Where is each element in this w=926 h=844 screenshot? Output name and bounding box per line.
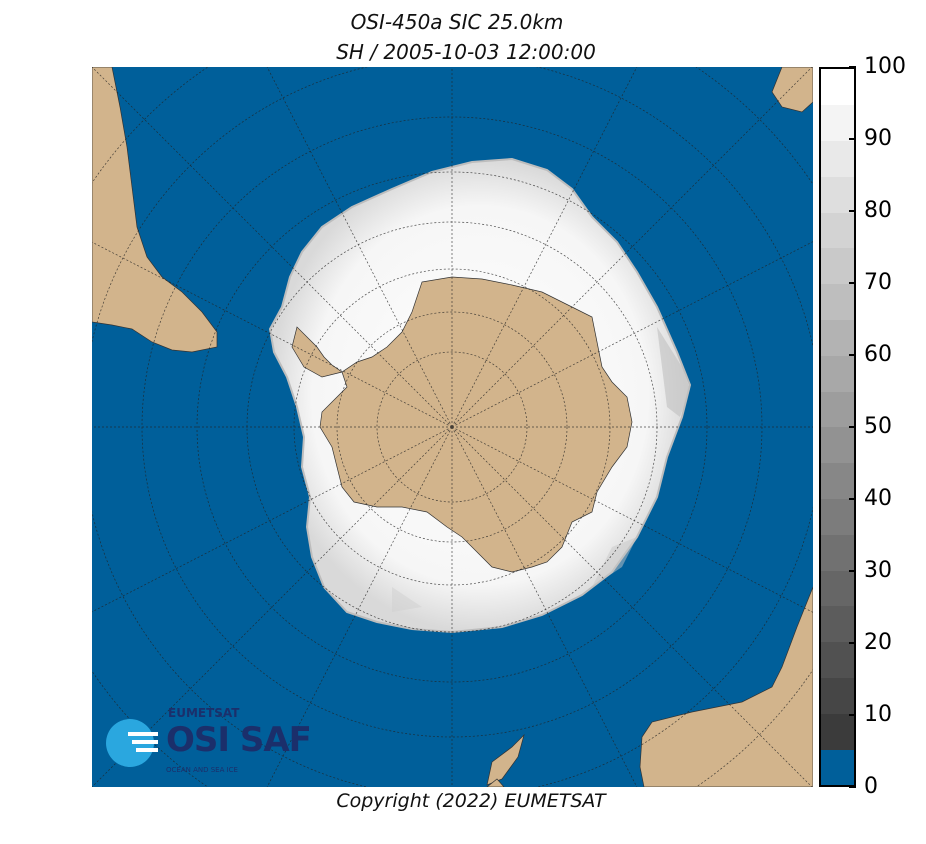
colorbar-tick-label: 70 [864,270,892,295]
colorbar-tick-label: 0 [864,774,878,799]
colorbar-tick [849,210,856,212]
colorbar-step [821,641,854,679]
colorbar-tick [849,138,856,140]
colorbar-tick [849,786,856,788]
colorbar-tick-label: 30 [864,558,892,583]
osi-saf-logo: EUMETSAT OSI SAF OCEAN AND SEA ICE [106,704,316,778]
colorbar-tick [849,570,856,572]
copyright-text: Copyright (2022) EUMETSAT [336,790,606,812]
colorbar-tick [849,426,856,428]
colorbar-step [821,498,854,535]
colorbar-tick-label: 100 [864,54,906,79]
colorbar-step [821,176,854,213]
colorbar-step [821,606,854,643]
colorbar-step [821,283,854,321]
logo-tagline: OCEAN AND SEA ICE [166,766,238,774]
sea-ice-map: EUMETSAT OSI SAF OCEAN AND SEA ICE [92,67,813,787]
colorbar-tick [849,354,856,356]
colorbar-step [821,69,854,106]
colorbar-step [821,749,854,786]
colorbar-tick-label: 60 [864,342,892,367]
colorbar-tick-label: 50 [864,414,892,439]
colorbar-tick [849,642,856,644]
colorbar-step [821,427,854,464]
colorbar-tick-label: 80 [864,198,892,223]
colorbar-tick [849,282,856,284]
africa-tip [771,67,813,113]
logo-name: OSI SAF [166,720,312,760]
south-america [92,67,218,353]
colorbar [819,67,856,787]
logo-org: EUMETSAT [168,706,240,720]
colorbar-step [821,713,854,750]
map-subtitle: SH / 2005-10-03 12:00:00 [336,40,596,64]
colorbar-tick-label: 10 [864,702,892,727]
colorbar-tick-label: 40 [864,486,892,511]
osi-saf-logo-mark [106,719,158,767]
new-zealand [486,733,525,786]
colorbar-step [821,212,854,249]
antarctica [291,276,633,573]
colorbar-tick [849,66,856,68]
colorbar-step [821,570,854,607]
colorbar-step [821,391,854,428]
colorbar-step [821,319,854,356]
colorbar-step [821,534,854,571]
colorbar-step [821,677,854,714]
australia [639,586,813,787]
colorbar-tick-label: 90 [864,126,892,151]
map-title: OSI-450a SIC 25.0km [350,10,564,34]
colorbar-step [821,355,854,392]
colorbar-step [821,462,854,500]
colorbar-step [821,140,854,177]
colorbar-tick [849,498,856,500]
colorbar-step [821,248,854,285]
colorbar-tick-label: 20 [864,630,892,655]
colorbar-step [821,104,854,142]
colorbar-tick [849,714,856,716]
